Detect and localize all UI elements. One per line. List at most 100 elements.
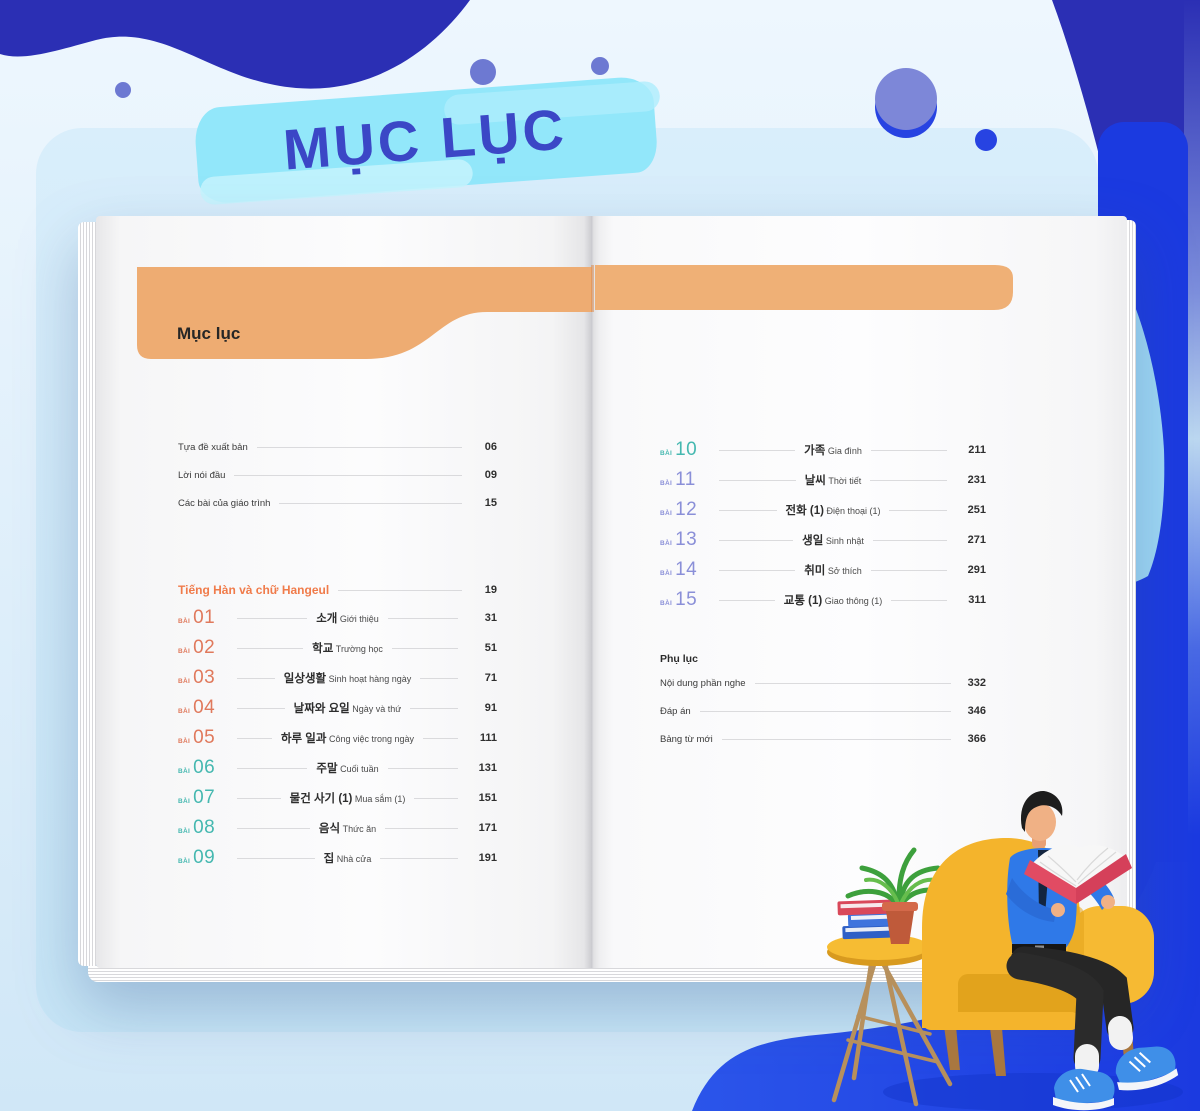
leader-line [279,502,462,504]
page-number: 151 [478,792,498,804]
appendix-section: Phụ lục Nội dung phần nghe 332 Đáp án 34… [660,649,986,753]
book-gutter [584,216,600,968]
leader-line [380,857,458,859]
lesson-title-vietnamese: Giới thiệu [339,614,379,624]
lesson-prefix: BÀI [178,708,191,715]
section-heading-row: Tiếng Hàn và chữ Hangeul 19 [178,576,497,604]
hand [1051,903,1065,917]
leader-line [872,539,947,541]
lesson-title-vietnamese: Sinh hoạt hàng ngày [328,674,412,684]
page-title: MỤC LỤC [281,97,569,183]
lesson-number: 15 [675,589,698,610]
hand [1101,895,1115,909]
leader-line [391,647,459,649]
leader-line [410,707,458,709]
page-number: 332 [967,677,986,689]
page-number: 51 [484,642,498,654]
lesson-code: BÀI 13 [660,529,710,551]
reading-person-illustration [827,790,1183,1111]
lesson-number: 04 [193,697,216,718]
sneaker-left [1053,1068,1115,1111]
lesson-prefix: BÀI [178,648,191,655]
lesson-row: BÀI 05 하루 일과 Công việc trong ngày 111 [178,723,497,753]
toc-label: Tựa đề xuất bản [178,441,248,453]
lesson-number: 10 [675,439,698,460]
toc-row: Lời nói đầu 09 [178,461,497,489]
leader-line [387,617,459,619]
leader-line [237,617,308,619]
lesson-number: 13 [675,529,698,550]
lesson-title: 물건 사기 (1) Mua sắm (1) [290,790,406,806]
leader-line [719,569,796,571]
section-title: Tiếng Hàn và chữ Hangeul [178,583,330,597]
indigo-top-wave [0,0,470,89]
lesson-title-korean: 전화 (1) [785,505,824,517]
lesson-code: BÀI 06 [178,757,228,779]
leader-line [234,474,462,476]
page-number: 171 [478,822,498,834]
lesson-title-vietnamese: Thời tiết [828,476,862,486]
page-number: 231 [967,474,987,486]
side-table [831,955,953,1107]
lesson-prefix: BÀI [178,858,191,865]
lesson-title-vietnamese: Cuối tuần [340,764,379,774]
lesson-prefix: BÀI [660,480,673,487]
lesson-title: 날씨 Thời tiết [805,472,862,488]
lesson-title-vietnamese: Nhà cửa [336,854,372,864]
dot-decoration [975,129,997,151]
lesson-code: BÀI 04 [178,697,228,719]
page-number: 09 [484,469,497,481]
lesson-title-vietnamese: Ngày và thứ [352,704,402,714]
lesson-title-vietnamese: Sinh nhật [825,536,864,546]
lesson-prefix: BÀI [660,570,673,577]
lesson-number: 09 [193,847,216,868]
big-circle-decoration [875,68,937,130]
lesson-title: 하루 일과 Công việc trong ngày [281,730,414,746]
lesson-title-vietnamese: Gia đình [827,446,862,456]
toc-label: Bảng từ mới [660,733,713,745]
lesson-title-vietnamese: Điện thoại (1) [826,506,881,516]
lesson-row: BÀI 03 일상생활 Sinh hoạt hàng ngày 71 [178,663,497,693]
leader-line [870,569,948,571]
leader-line [423,737,458,739]
page-number: 31 [484,612,498,624]
lesson-title-korean: 일상생활 [283,673,327,685]
toc-row: Đáp án 346 [660,697,986,725]
lesson-prefix: BÀI [660,600,673,607]
page-number: 211 [968,444,986,456]
lesson-code: BÀI 15 [660,589,710,611]
page-number: 71 [484,672,498,684]
page-number: 346 [967,705,986,717]
leader-line [870,479,948,481]
lesson-row: BÀI 13 생일 Sinh nhật 271 [660,525,986,555]
lesson-title-vietnamese: Công việc trong ngày [328,734,415,744]
lesson-title-korean: 하루 일과 [280,733,327,745]
lesson-title-korean: 주말 [316,763,338,775]
leader-line [754,682,951,684]
lesson-prefix: BÀI [178,618,191,625]
reading-person [1006,790,1179,1111]
lesson-title-vietnamese: Thức ăn [342,824,377,834]
dot-decoration [591,57,609,75]
left-arm [1006,878,1056,922]
lesson-row: BÀI 04 날짜와 요일 Ngày và thứ 91 [178,693,497,723]
toc-label: Nội dung phần nghe [660,677,746,689]
page-number: 191 [478,852,497,864]
leader-line [237,737,272,739]
page-number: 91 [484,702,497,714]
leader-line [338,589,462,591]
lesson-title: 집 Nhà cửa [324,850,372,866]
lesson-title: 취미 Sở thích [804,562,862,578]
lesson-row: BÀI 15 교통 (1) Giao thông (1) 311 [660,585,986,615]
lesson-title-korean: 소개 [316,613,338,625]
leader-line [237,827,310,829]
toc-label: Đáp án [660,705,691,717]
toc-row: Tiếng Hàn và chữ Hangeul 19 [178,576,497,604]
toc-row: Nội dung phần nghe 332 [660,669,986,697]
leader-line [719,539,794,541]
lesson-prefix: BÀI [178,828,191,835]
head [1024,803,1056,841]
lesson-number: 12 [675,499,698,520]
lesson-prefix: BÀI [660,450,673,457]
appendix-heading: Phụ lục [660,653,698,665]
